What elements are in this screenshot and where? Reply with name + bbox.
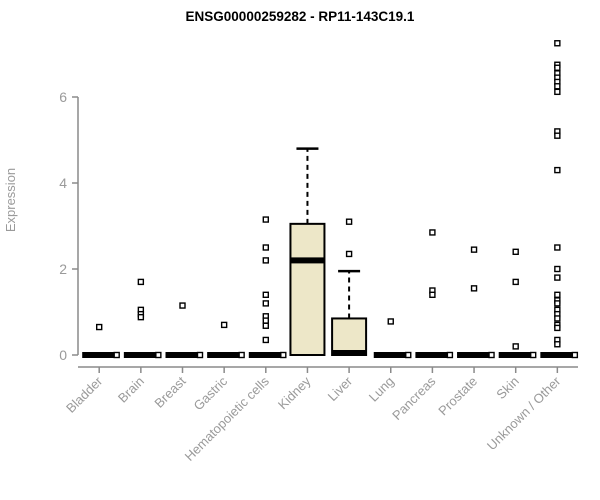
outlier-point [95, 323, 103, 331]
zero-outlier-point [488, 351, 495, 359]
box-hematopoietic-cells [248, 216, 287, 359]
median-line-zero [207, 352, 242, 358]
median-line [332, 350, 367, 356]
median-line [290, 257, 325, 264]
median-line-zero [123, 352, 158, 358]
outlier-point [512, 248, 519, 256]
median-line-zero [165, 352, 200, 358]
outlier-point [262, 244, 269, 251]
outlier-point [429, 229, 436, 236]
x-tick-label-pancreas: Pancreas [389, 373, 439, 423]
median-line-zero [248, 352, 283, 358]
outlier-point [554, 341, 561, 348]
x-tick-label-liver: Liver [325, 373, 356, 404]
x-tick-label-kidney: Kidney [275, 373, 314, 412]
chart-title: ENSG00000259282 - RP11-143C19.1 [186, 9, 415, 24]
zero-outlier-point [280, 351, 287, 359]
y-tick-label: 2 [59, 261, 67, 277]
x-tick-label-lung: Lung [366, 374, 397, 405]
outlier-point [262, 216, 269, 223]
outlier-point [387, 318, 394, 325]
box-unknown-other [540, 40, 579, 359]
outlier-point [554, 274, 561, 281]
zero-outlier-point [530, 351, 537, 359]
outlier-point [345, 250, 353, 258]
x-tick-label-bladder: Bladder [63, 373, 106, 416]
outlier-point [262, 291, 269, 298]
outlier-point [554, 132, 561, 139]
outlier-point [345, 218, 353, 225]
x-tick-label-skin: Skin [493, 374, 521, 402]
x-tick-label-unknown-other: Unknown / Other [484, 373, 564, 453]
median-line-zero [82, 352, 117, 358]
zero-outlier-point [238, 351, 245, 359]
zero-outlier-point [571, 351, 579, 359]
box-liver [331, 218, 368, 357]
outlier-point [470, 285, 478, 292]
y-tick-label: 0 [59, 347, 67, 363]
x-tick-label-brain: Brain [115, 374, 147, 406]
outlier-point [554, 324, 561, 332]
box-pancreas [415, 229, 454, 359]
outlier-point [554, 64, 561, 71]
outlier-point [512, 278, 519, 286]
median-line-zero [457, 352, 492, 358]
zero-outlier-point [405, 351, 412, 359]
iqr-box [289, 222, 326, 356]
zero-outlier-point [196, 351, 204, 359]
box-prostate [457, 246, 495, 359]
box-kidney [289, 147, 326, 356]
zero-outlier-point [155, 351, 162, 359]
outlier-point [262, 257, 269, 264]
box-skin [498, 248, 537, 359]
outlier-point [554, 166, 561, 174]
box-brain [123, 278, 162, 359]
outlier-point [554, 300, 561, 307]
outlier-point [554, 88, 561, 96]
box-bladder [82, 323, 120, 359]
outlier-point [512, 343, 519, 350]
outlier-point [179, 302, 186, 309]
median-line-zero [373, 352, 408, 358]
outlier-point [220, 321, 228, 329]
x-tick-label-prostate: Prostate [435, 374, 480, 419]
median-line-zero [498, 352, 533, 358]
outlier-point [262, 317, 269, 324]
outlier-point [262, 336, 269, 344]
outlier-point [554, 265, 561, 273]
box-gastric [207, 321, 245, 359]
zero-outlier-point [113, 351, 120, 359]
y-axis-label: Expression [3, 168, 18, 232]
outlier-point [470, 246, 478, 253]
outlier-point [554, 40, 561, 47]
outlier-point [137, 313, 145, 321]
outlier-point [429, 291, 436, 298]
median-line-zero [415, 352, 450, 358]
outlier-point [554, 83, 561, 90]
box-breast [165, 302, 204, 359]
outlier-point [137, 278, 145, 286]
x-tick-label-gastric: Gastric [191, 373, 231, 413]
outlier-point [554, 244, 561, 251]
y-tick-label: 4 [59, 175, 67, 191]
box-lung [373, 318, 412, 359]
y-tick-label: 6 [59, 89, 67, 105]
outlier-point [262, 322, 269, 329]
iqr-box [331, 317, 368, 357]
outlier-point [554, 315, 561, 322]
outlier-point [554, 291, 561, 298]
median-line-zero [540, 352, 575, 358]
zero-outlier-point [446, 351, 454, 359]
outlier-point [262, 300, 269, 307]
x-tick-label-breast: Breast [151, 373, 188, 410]
